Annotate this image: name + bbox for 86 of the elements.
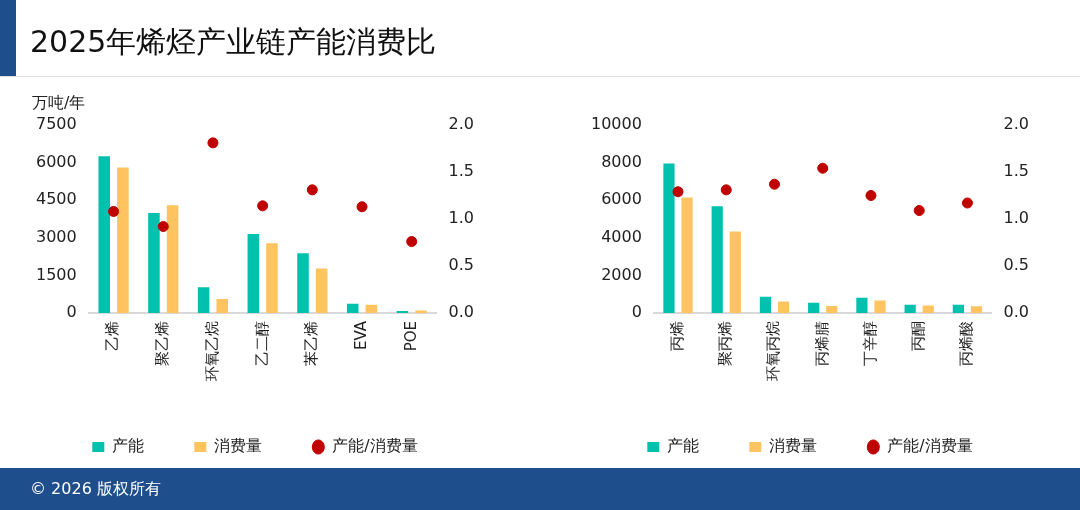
bar — [98, 156, 111, 313]
x-tick-label: EVA — [351, 320, 370, 351]
y2-tick-label: 2.0 — [1003, 114, 1030, 134]
point — [157, 221, 169, 233]
x-tick-label: 丁辛醇 — [860, 321, 879, 366]
bar — [415, 310, 427, 313]
y-tick-label: 10000 — [590, 114, 642, 134]
point — [768, 178, 780, 190]
y-tick-label: 0 — [631, 302, 642, 322]
y-tick-label: 6000 — [36, 151, 77, 171]
x-tick-label: 聚丙烯 — [716, 321, 735, 366]
y-tick-label: 8000 — [601, 151, 642, 171]
bar — [148, 212, 160, 313]
y2-tick-label: 1.5 — [1003, 161, 1030, 181]
legend-label: 产能/消费量 — [887, 436, 973, 456]
point — [913, 205, 925, 217]
bar — [952, 304, 964, 313]
point — [672, 186, 684, 198]
bar — [117, 167, 129, 313]
bar — [874, 300, 886, 313]
y2-tick-label: 0.5 — [448, 255, 475, 275]
x-tick-label: POE — [401, 321, 420, 352]
x-tick-label: 丙烯 — [667, 321, 686, 351]
x-tick-label: 丙烯酸 — [957, 321, 976, 366]
chart-title: 2025年烯烃产业链产能消费比 — [30, 23, 437, 61]
bar — [197, 287, 210, 313]
bar — [904, 304, 916, 313]
y2-tick-label: 0.0 — [1003, 302, 1030, 322]
bar — [681, 197, 693, 313]
bar — [216, 298, 229, 313]
y-tick-label: 1500 — [36, 264, 77, 284]
legend-label: 产能 — [112, 436, 145, 456]
point — [356, 201, 368, 213]
y-tick-label: 6000 — [601, 189, 642, 209]
y-tick-label: 4000 — [601, 226, 642, 246]
bar — [808, 302, 820, 313]
y2-tick-label: 1.5 — [448, 161, 475, 181]
bar — [826, 306, 838, 313]
x-tick-label: 环氧乙烷 — [202, 321, 221, 381]
bar — [970, 306, 983, 313]
x-tick-label: 苯乙烯 — [302, 321, 321, 366]
y-tick-label: 3000 — [36, 226, 77, 246]
x-tick-label: 聚乙烯 — [153, 321, 172, 366]
point — [257, 200, 269, 212]
y2-tick-label: 2.0 — [448, 114, 475, 134]
point — [306, 184, 318, 196]
x-tick-label: 丙烯腈 — [812, 321, 831, 366]
bar — [247, 234, 260, 313]
point — [207, 137, 219, 149]
x-tick-label: 乙烯 — [103, 321, 122, 351]
bar — [729, 231, 741, 313]
bar — [663, 163, 675, 313]
point — [108, 205, 120, 217]
legend-label: 产能/消费量 — [332, 436, 418, 456]
y-tick-label: 7500 — [36, 114, 77, 134]
x-tick-label: 丙酮 — [909, 321, 928, 351]
y2-tick-label: 1.0 — [448, 208, 475, 228]
point — [817, 162, 829, 174]
y2-tick-label: 1.0 — [1003, 208, 1030, 228]
bar — [166, 205, 179, 313]
bar — [346, 303, 359, 313]
bar — [777, 301, 790, 313]
legend-label: 产能 — [667, 436, 700, 456]
point — [406, 236, 418, 248]
legend-label: 消费量 — [769, 436, 818, 456]
y-tick-label: 2000 — [601, 264, 642, 284]
point — [720, 184, 732, 196]
bar — [759, 296, 772, 313]
x-tick-label: 乙二醇 — [252, 321, 271, 366]
x-tick-label: 环氧丙烷 — [764, 321, 783, 381]
bar — [365, 304, 378, 313]
point — [865, 190, 877, 201]
bar — [711, 206, 723, 313]
bar — [266, 243, 278, 313]
y-tick-label: 0 — [66, 302, 77, 322]
bar — [922, 305, 934, 313]
y2-tick-label: 0.5 — [1003, 255, 1030, 275]
y2-tick-label: 0.0 — [448, 302, 475, 322]
bar — [315, 268, 328, 313]
legend-label: 消费量 — [214, 436, 263, 456]
y-axis-title: 万吨/年 — [32, 93, 86, 114]
text: © 2026 版权所有 — [30, 479, 161, 500]
point — [961, 197, 973, 209]
y-tick-label: 4500 — [36, 189, 77, 209]
bar — [297, 253, 309, 313]
bar — [856, 297, 868, 313]
